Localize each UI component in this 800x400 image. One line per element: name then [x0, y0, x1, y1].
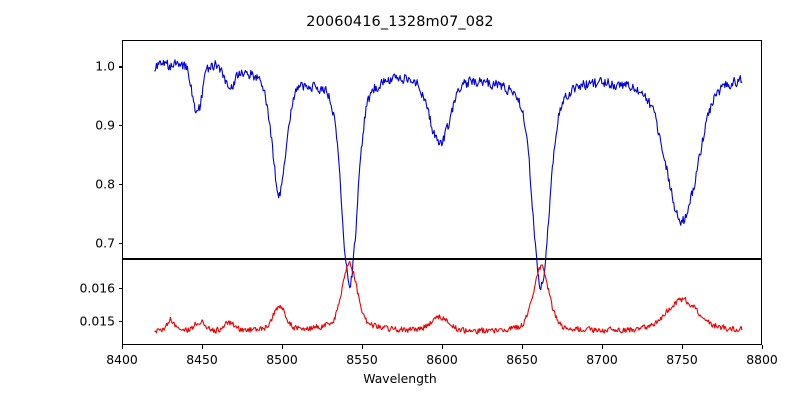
- y-tick-label: 0.7: [95, 235, 115, 251]
- y-tick-label: 1.0: [95, 58, 115, 74]
- error-data-line: [155, 262, 742, 334]
- x-tick-mark: [682, 345, 684, 349]
- y-tick-mark: [118, 66, 122, 68]
- y-tick-mark: [118, 125, 122, 127]
- spectrum-panel: [122, 40, 762, 259]
- y-tick-label: 0.9: [95, 117, 115, 133]
- x-tick-mark: [122, 345, 124, 349]
- y-tick-label: 0.016: [79, 280, 115, 296]
- x-tick-label: 8700: [586, 352, 618, 367]
- x-tick-label: 8800: [746, 352, 778, 367]
- x-tick-label: 8600: [426, 352, 458, 367]
- figure-title: 20060416_1328m07_082: [306, 14, 494, 30]
- x-tick-label: 8750: [666, 352, 698, 367]
- spectrum-plot-area: [123, 41, 761, 258]
- y-tick-label: 0.8: [95, 176, 115, 192]
- x-tick-label: 8650: [506, 352, 538, 367]
- x-tick-label: 8550: [346, 352, 378, 367]
- x-tick-label: 8450: [186, 352, 218, 367]
- spectrum-data-line: [155, 60, 742, 290]
- y-tick-mark: [118, 288, 122, 290]
- x-tick-mark: [202, 345, 204, 349]
- x-axis-label: Wavelength: [363, 371, 437, 386]
- y-tick-mark: [118, 321, 122, 323]
- error-plot-area: [123, 260, 761, 344]
- y-tick-label: 0.015: [79, 313, 115, 329]
- x-tick-mark: [442, 345, 444, 349]
- x-tick-label: 8400: [106, 352, 138, 367]
- x-tick-mark: [282, 345, 284, 349]
- x-tick-mark: [522, 345, 524, 349]
- y-tick-mark: [118, 183, 122, 185]
- x-tick-label: 8500: [266, 352, 298, 367]
- x-tick-mark: [762, 345, 764, 349]
- error-panel: [122, 259, 762, 345]
- x-tick-mark: [362, 345, 364, 349]
- x-tick-mark: [602, 345, 604, 349]
- y-tick-mark: [118, 242, 122, 244]
